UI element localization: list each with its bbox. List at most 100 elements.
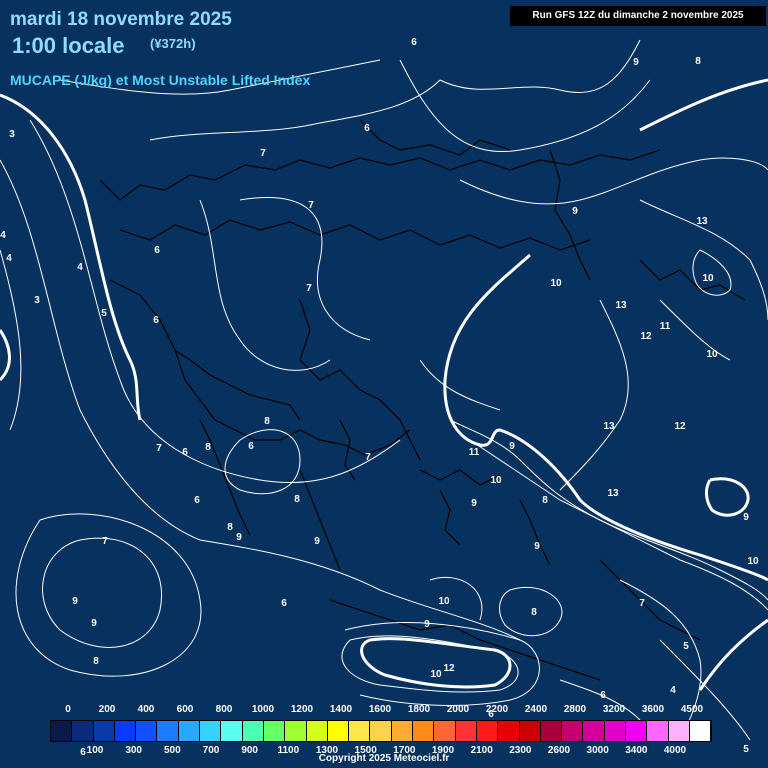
legend-color-cell: [263, 721, 286, 741]
legend-tick-label: 1900: [431, 745, 455, 756]
contour-label: 10: [490, 475, 502, 486]
contour-label: 10: [430, 669, 442, 680]
legend-tick-label: 400: [137, 704, 155, 715]
legend-tick-label: 3200: [602, 704, 626, 715]
contour-label: 4: [77, 262, 83, 273]
legend-tick-label: 2200: [485, 704, 509, 715]
coastlines: [99, 119, 746, 681]
contour-label: 6: [182, 447, 188, 458]
legend-color-cell: [626, 721, 648, 741]
contour-label: 7: [639, 598, 645, 609]
legend-color-cell: [93, 721, 115, 741]
contour-label: 9: [743, 512, 749, 523]
contour-label: 6: [154, 245, 160, 256]
legend-color-cell: [178, 721, 201, 741]
legend-color-cell: [434, 721, 456, 741]
legend-color-cell: [370, 721, 392, 741]
contour-label: 6: [194, 495, 200, 506]
legend-color-cell: [455, 721, 477, 741]
contour-label: 10: [550, 278, 562, 289]
contour-label: 8: [294, 494, 300, 505]
contour-label: 3: [34, 295, 40, 306]
legend-color-cell: [540, 721, 563, 741]
contour-label: 7: [102, 536, 108, 547]
contour-label: 9: [509, 441, 515, 452]
contour-label: 8: [695, 56, 701, 67]
contour-label: 7: [308, 200, 314, 211]
legend-color-cell: [200, 721, 222, 741]
thick-contours: [0, 78, 768, 691]
contour-label: 6: [600, 690, 606, 701]
legend-tick-label: 0: [65, 704, 71, 715]
legend-color-cell: [498, 721, 520, 741]
legend-tick-label: 1200: [290, 704, 314, 715]
contour-label: 8: [542, 495, 548, 506]
legend-tick-label: 700: [202, 745, 220, 756]
legend-color-cell: [114, 721, 137, 741]
legend-color-cell: [51, 721, 73, 741]
legend-color-cell: [668, 721, 690, 741]
contour-label: 7: [260, 148, 266, 159]
contour-label: 9: [314, 536, 320, 547]
legend-tick-label: 1100: [277, 745, 300, 756]
contour-label: 4: [6, 253, 12, 264]
contour-label: 6: [281, 598, 287, 609]
contour-label: 7: [365, 452, 371, 463]
contour-label: 8: [264, 416, 270, 427]
contour-label: 7: [306, 283, 312, 294]
contour-label: 13: [603, 421, 615, 432]
contour-label: 13: [607, 488, 619, 499]
legend-color-cell: [647, 721, 669, 741]
contour-label: 8: [93, 656, 99, 667]
contour-label: 8: [531, 607, 537, 618]
contour-label: 6: [488, 709, 494, 720]
contour-label: 12: [640, 331, 652, 342]
contour-label: 9: [633, 57, 639, 68]
contour-label: 7: [156, 443, 162, 454]
legend-tick-label: 4000: [663, 745, 687, 756]
legend-tick-label: 1600: [368, 704, 392, 715]
legend-tick-label: 500: [163, 745, 181, 756]
contour-label: 3: [9, 129, 15, 140]
legend-tick-label: 2300: [509, 745, 532, 756]
legend-tick-label: 3600: [641, 704, 665, 715]
legend-tick-label: 4500: [680, 704, 704, 715]
contour-label: 10: [706, 349, 718, 360]
parameter-title: MUCAPE (J/kg) et Most Unstable Lifted In…: [10, 72, 311, 88]
contour-label: 9: [471, 498, 477, 509]
legend-tick-label: 1000: [251, 704, 275, 715]
legend-color-cell: [413, 721, 435, 741]
legend-tick-label: 3400: [625, 745, 648, 756]
legend-tick-label: 800: [215, 704, 233, 715]
legend-tick-label: 1800: [407, 704, 431, 715]
legend-tick-label: 300: [125, 745, 142, 756]
contour-label: 9: [424, 619, 430, 630]
legend-tick-label: 900: [241, 745, 258, 756]
legend-color-cell: [136, 721, 158, 741]
contour-label: 9: [91, 618, 97, 629]
contour-label: 5: [101, 308, 107, 319]
legend-tick-label: 2400: [524, 704, 548, 715]
forecast-date: mardi 18 novembre 2025: [10, 9, 232, 30]
contour-label: 4: [670, 685, 676, 696]
legend-color-cell: [285, 721, 307, 741]
legend-color-cell: [562, 721, 584, 741]
contour-label: 12: [443, 663, 455, 674]
legend-tick-label: 1500: [354, 745, 377, 756]
contour-label: 8: [205, 442, 211, 453]
legend-color-cell: [221, 721, 243, 741]
legend-color-cell: [306, 721, 328, 741]
forecast-time: 1:00 locale: [12, 33, 125, 58]
run-info: Run GFS 12Z du dimanche 2 novembre 2025: [510, 6, 766, 26]
contour-label: 13: [696, 216, 708, 227]
legend-tick-label: 2100: [470, 745, 493, 756]
contour-label: 10: [747, 556, 759, 567]
contour-label: 6: [80, 747, 86, 758]
contour-label: 9: [572, 206, 578, 217]
forecast-horizon: (¥372h): [150, 36, 196, 51]
contour-label: 5: [743, 744, 749, 755]
legend-color-cell: [689, 721, 712, 741]
contour-label: 6: [153, 315, 159, 326]
